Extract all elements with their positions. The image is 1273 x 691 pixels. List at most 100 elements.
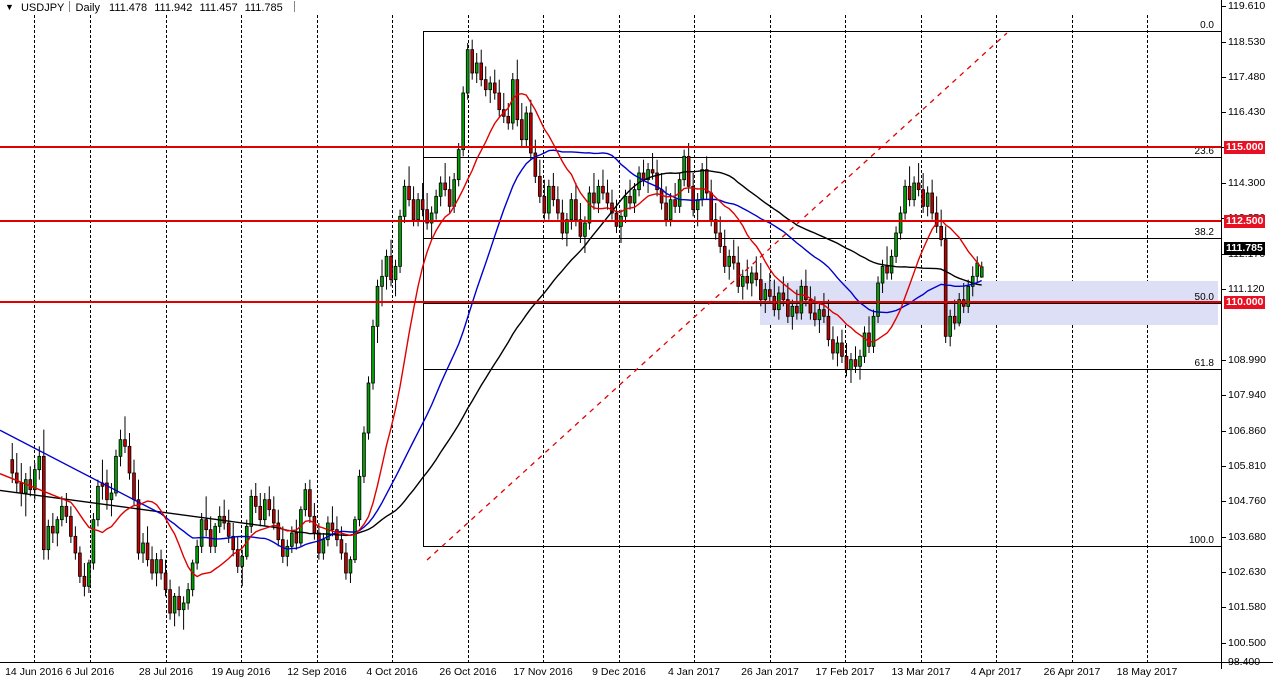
gridline-vertical [468,15,469,663]
fibonacci-anchor-line [423,31,424,546]
fibonacci-level-label: 100.0 [1188,535,1214,546]
fibonacci-level-line[interactable] [423,238,1222,239]
fibonacci-level-label: 38.2 [1194,227,1214,238]
symbol-label: USDJPY [20,2,65,14]
ohlc-low: 111.457 [199,2,238,14]
price-axis[interactable]: 119.610118.530117.480116.430115.350114.3… [1222,0,1273,669]
title-separator [69,1,71,12]
ohlc-high: 111.942 [154,2,193,14]
price-tick-label: 104.760 [1228,495,1266,507]
title-end-separator [293,1,295,12]
support-resistance-line[interactable] [0,146,1222,148]
price-tick-label: 111.120 [1228,283,1265,295]
price-badge[interactable]: 111.785 [1224,242,1265,255]
gridline-vertical [1147,15,1148,663]
price-tick-mark [1222,607,1226,608]
fibonacci-level-line[interactable] [423,157,1222,158]
price-tick-mark [1222,77,1226,78]
support-resistance-line[interactable] [0,220,1222,222]
fibonacci-level-label: 50.0 [1194,292,1214,303]
price-tick-mark [1222,112,1226,113]
collapse-caret-icon[interactable]: ▼ [5,2,14,12]
date-tick-label: 28 Jul 2016 [138,666,194,678]
price-tick-mark [1222,431,1226,432]
moving-average-mid [160,149,982,550]
price-badge[interactable]: 110.000 [1224,296,1266,309]
fibonacci-level-line[interactable] [423,303,1222,304]
gridline-vertical [317,15,318,663]
price-tick-mark [1222,360,1226,361]
date-tick-label: 12 Sep 2016 [287,666,347,678]
fibonacci-level-line[interactable] [423,546,1222,547]
price-tick-label: 101.580 [1228,601,1266,613]
ohlc-close: 111.785 [244,2,283,14]
price-tick-mark [1222,42,1226,43]
price-tick-label: 116.430 [1228,106,1266,118]
price-tick-label: 105.810 [1228,460,1266,472]
chart-title-bar: ▼ USDJPY Daily 111.478 111.942 111.457 1… [0,0,1273,15]
date-axis[interactable]: 14 Jun 2016 6 Jul 2016 28 Jul 2016 19 Aug 2… [0,663,1273,691]
gridline-vertical [770,15,771,663]
candlestick-series [10,39,984,630]
trendline-dashed[interactable] [426,32,1008,561]
gridline-vertical [392,15,393,663]
price-badge[interactable]: 115.000 [1224,141,1266,154]
price-tick-label: 114.300 [1228,177,1266,189]
gridline-vertical [921,15,922,663]
fibonacci-level-line[interactable] [423,31,1222,32]
date-tick-label: 4 Apr 2017 [970,666,1022,678]
gridline-vertical [694,15,695,663]
ohlc-readout: 111.478 111.942 111.457 111.785 [109,1,287,16]
date-tick-label: 26 Oct 2016 [439,666,497,678]
date-tick-label: 26 Apr 2017 [1043,666,1101,678]
gridline-vertical [996,15,997,663]
price-tick-mark [1222,643,1226,644]
chart-plot-area[interactable]: 0.0 23.6 38.2 50.0 61.8 100.0 [0,15,1222,663]
date-tick-label: 19 Aug 2016 [211,666,271,678]
price-tick-label: 119.610 [1228,0,1266,12]
price-tick-mark [1222,6,1226,7]
price-tick-label: 102.630 [1228,566,1266,578]
date-tick-label: 17 Feb 2017 [815,666,875,678]
date-tick-label: 26 Jan 2017 [741,666,799,678]
price-tick-mark [1222,289,1226,290]
gridline-vertical [34,15,35,663]
price-tick-mark [1222,572,1226,573]
price-axis-divider [1221,0,1222,669]
price-tick-label: 100.500 [1228,637,1266,649]
price-tick-label: 103.680 [1228,531,1266,543]
date-tick-label: 6 Jul 2016 [65,666,115,678]
gridline-vertical [90,15,91,663]
price-tick-label: 108.990 [1228,354,1266,366]
fibonacci-level-label: 61.8 [1194,358,1214,369]
date-tick-label: 18 May 2017 [1116,666,1178,678]
fibonacci-level-line[interactable] [423,369,1222,370]
price-series-layer [0,32,1008,630]
moving-average-mid-extension [0,429,162,515]
price-tick-label: 117.480 [1228,71,1266,83]
price-badge[interactable]: 112.500 [1224,215,1266,228]
date-tick-label: 9 Dec 2016 [592,666,646,678]
price-tick-mark [1222,501,1226,502]
gridline-vertical [845,15,846,663]
price-tick-mark [1222,395,1226,396]
moving-average-slow-extension [0,489,279,529]
fibonacci-level-label: 0.0 [1200,20,1214,31]
date-axis-divider [0,662,1273,663]
price-tick-mark [1222,466,1226,467]
support-resistance-line[interactable] [0,301,1222,303]
price-tick-label: 106.860 [1228,425,1266,437]
timeframe-label: Daily [75,2,100,14]
gridline-vertical [166,15,167,663]
date-tick-label: 4 Oct 2016 [366,666,418,678]
moving-average-fast [70,92,983,578]
price-tick-label: 118.530 [1228,36,1266,48]
fibonacci-level-label: 23.6 [1194,146,1214,157]
date-tick-label: 14 Jun 2016 [5,666,63,678]
price-tick-label: 107.940 [1228,389,1266,401]
date-tick-label: 13 Mar 2017 [891,666,951,678]
gridline-vertical [1072,15,1073,663]
date-tick-label: 17 Nov 2016 [513,666,573,678]
gridline-vertical [543,15,544,663]
